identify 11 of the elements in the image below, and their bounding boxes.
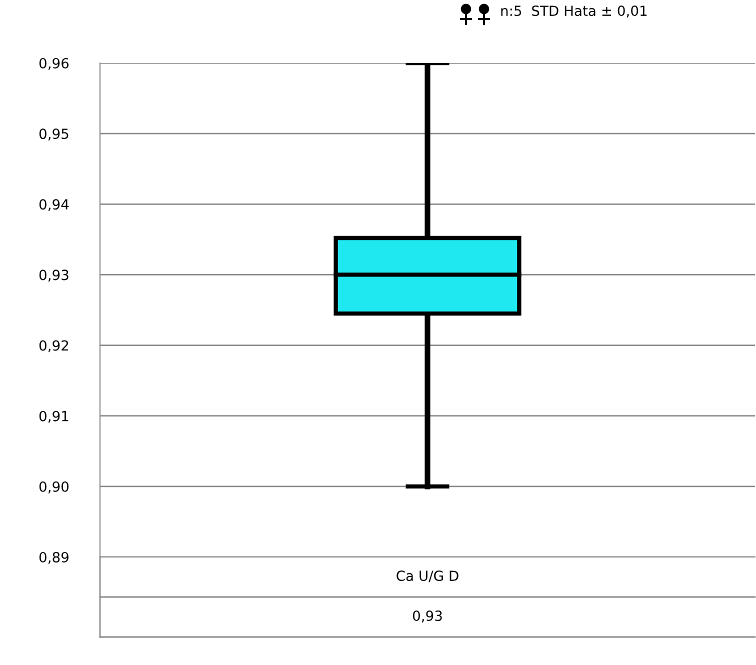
x-tick-label: Ca U/G D xyxy=(396,570,458,582)
y-tick-label: 0,94 xyxy=(39,199,69,212)
y-tick-label: 0,96 xyxy=(39,58,69,70)
y-tick-label: 0,92 xyxy=(39,340,68,352)
y-tick-label: 0,89 xyxy=(39,552,68,564)
y-tick-label: 0,93 xyxy=(39,270,68,282)
text: 0,93 xyxy=(412,610,442,622)
y-tick-label: 0,90 xyxy=(39,481,69,494)
y-tick-label: 0,95 xyxy=(39,128,68,140)
y-tick-label: 0,91 xyxy=(39,410,68,423)
text: n:5 STD Hata ± 0,01 xyxy=(501,6,647,18)
